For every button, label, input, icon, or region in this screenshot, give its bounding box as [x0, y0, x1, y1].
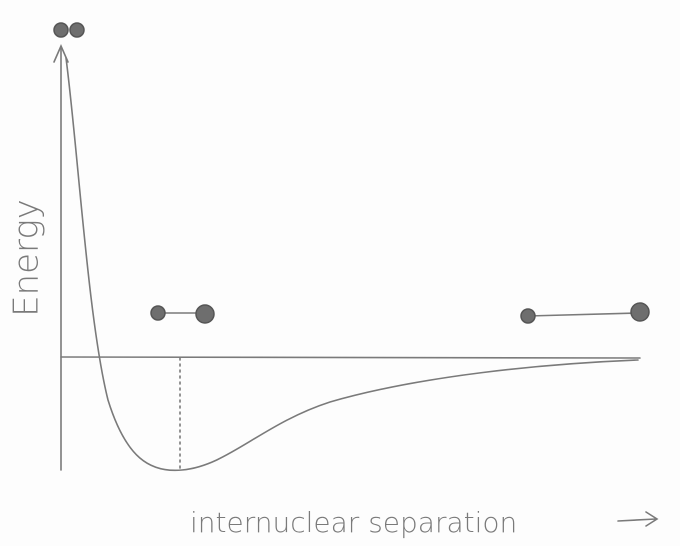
x-axis-label: internuclear separation	[190, 506, 517, 539]
zero-line	[61, 357, 640, 358]
background	[0, 0, 680, 546]
page: Energy internuclear separation (() => { …	[0, 0, 680, 546]
y-axis-label: Energy	[7, 199, 47, 317]
diagram: Energy internuclear separation	[0, 0, 680, 546]
